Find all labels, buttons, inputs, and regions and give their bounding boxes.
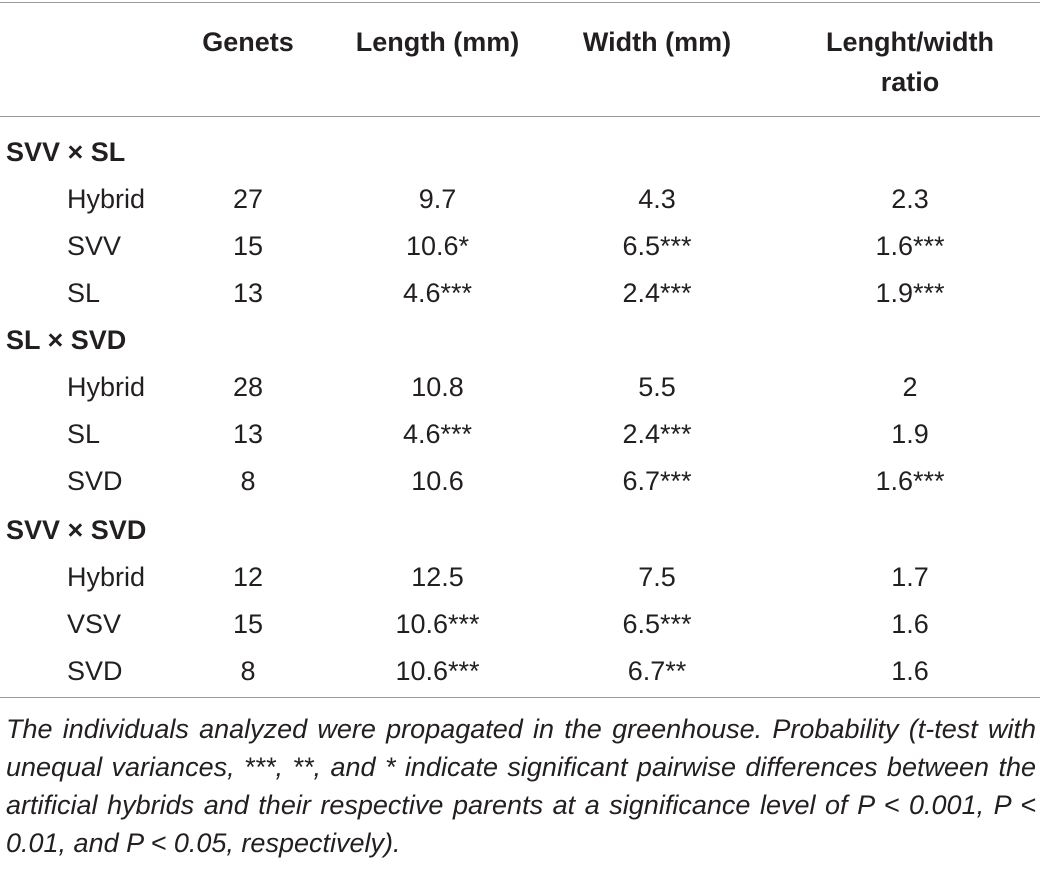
cell-ratio: 2.3: [891, 184, 929, 214]
cell-length: 10.6: [411, 466, 464, 496]
cell-genets: 13: [232, 278, 264, 308]
cell-length: 10.6***: [395, 609, 480, 639]
cell-genets: 28: [232, 372, 264, 402]
cell-genets: 8: [240, 466, 256, 496]
row-label: SVD: [67, 656, 123, 686]
cell-ratio: 1.9: [891, 419, 929, 449]
cell-length: 9.7: [418, 184, 457, 214]
cell-ratio: 1.9***: [875, 278, 945, 308]
row-label: SVD: [67, 466, 123, 496]
group-title: SVV × SL: [6, 137, 126, 167]
cell-ratio: 1.7: [891, 562, 929, 592]
cell-width: 6.7***: [622, 466, 692, 496]
cell-ratio: 1.6***: [875, 466, 945, 496]
cell-ratio: 1.6: [891, 609, 929, 639]
cell-genets: 12: [232, 562, 264, 592]
cell-width: 6.5***: [622, 609, 692, 639]
row-label: Hybrid: [67, 184, 146, 214]
header-ratio-line1: Lenght/width: [826, 27, 994, 57]
header-ratio-line2: ratio: [880, 67, 940, 97]
cell-ratio: 1.6***: [875, 231, 945, 261]
cell-ratio: 1.6: [891, 656, 929, 686]
bottom-rule: [0, 697, 1040, 698]
cell-width: 7.5: [638, 562, 676, 592]
cell-length: 4.6***: [402, 419, 473, 449]
cell-width: 5.5: [638, 372, 676, 402]
row-label: SL: [67, 419, 101, 449]
header-width: Width (mm): [582, 27, 732, 57]
row-label: Hybrid: [67, 372, 146, 402]
cell-genets: 8: [240, 656, 256, 686]
row-label: SL: [67, 278, 101, 308]
cell-ratio: 2: [902, 372, 918, 402]
cell-length: 10.6*: [405, 231, 470, 261]
top-rule: [0, 2, 1040, 3]
row-label: SVV: [67, 231, 122, 261]
cell-length: 4.6***: [402, 278, 473, 308]
cell-genets: 15: [232, 609, 264, 639]
cell-length: 10.8: [411, 372, 464, 402]
cell-width: 2.4***: [622, 419, 692, 449]
cell-width: 4.3: [638, 184, 676, 214]
cell-genets: 13: [232, 419, 264, 449]
cell-width: 6.5***: [622, 231, 692, 261]
cell-length: 10.6***: [395, 656, 480, 686]
cell-genets: 27: [232, 184, 264, 214]
cell-width: 6.7**: [627, 656, 687, 686]
row-label: VSV: [67, 609, 122, 639]
header-length: Length (mm): [355, 27, 520, 57]
header-genets: Genets: [202, 27, 294, 57]
cell-genets: 15: [232, 231, 264, 261]
group-title: SVV × SVD: [6, 515, 147, 545]
row-label: Hybrid: [67, 562, 146, 592]
cell-length: 12.5: [411, 562, 464, 592]
header-rule: [0, 116, 1040, 117]
group-title: SL × SVD: [6, 325, 127, 355]
cell-width: 2.4***: [622, 278, 692, 308]
table-footnote: The individuals analyzed were propagated…: [6, 714, 1036, 858]
header-ratio: Lenght/width ratio: [800, 22, 1020, 102]
